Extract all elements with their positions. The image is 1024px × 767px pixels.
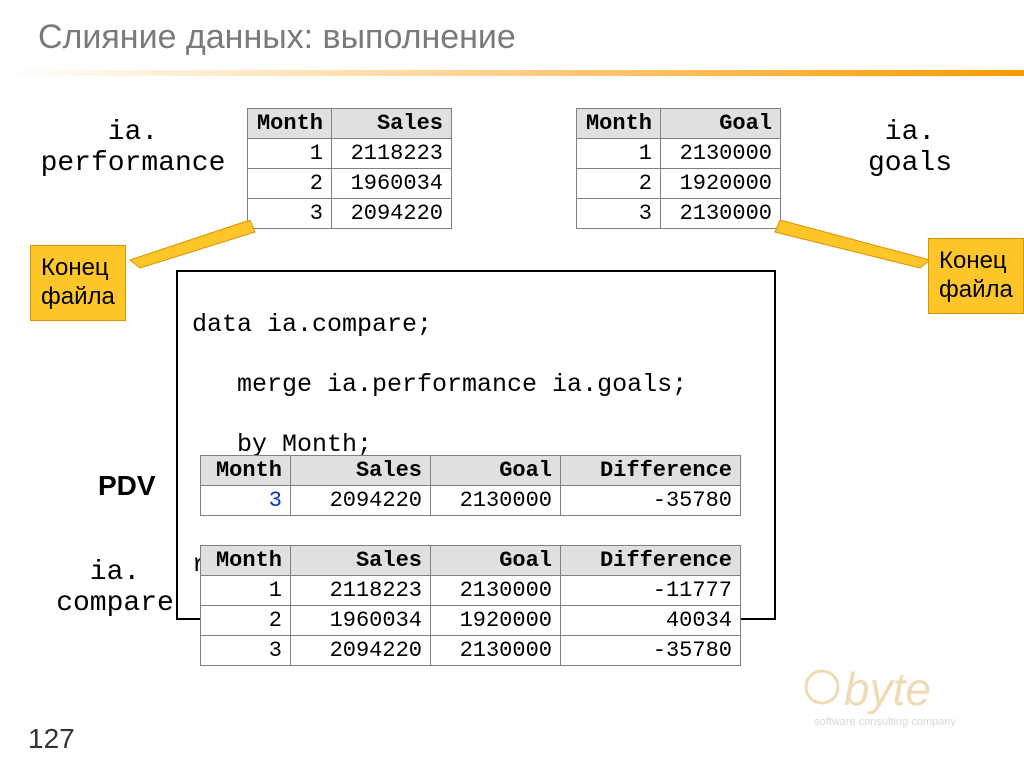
table-row: 121182232130000-11777 (201, 576, 741, 606)
table-row: 12118223 (248, 139, 452, 169)
col-goal: Goal (431, 456, 561, 486)
col-month: Month (201, 456, 291, 486)
col-sales: Sales (291, 546, 431, 576)
table-compare: Month Sales Goal Difference 121182232130… (200, 545, 741, 666)
col-difference: Difference (561, 546, 741, 576)
brand-watermark: byte software consulting company (804, 657, 1004, 737)
brand-tagline: software consulting company (814, 716, 956, 728)
table-row: 21920000 (577, 169, 781, 199)
table-row: 12130000 (577, 139, 781, 169)
decorative-gradient (0, 70, 1024, 76)
table-row: 320942202130000-35780 (201, 636, 741, 666)
col-goal: Goal (661, 109, 781, 139)
col-sales: Sales (291, 456, 431, 486)
table-row: 3 2094220 2130000 -35780 (201, 486, 741, 516)
col-sales: Sales (332, 109, 452, 139)
label-goals: ia.goals (850, 118, 970, 180)
table-row: Month Sales Goal Difference (201, 546, 741, 576)
col-goal: Goal (431, 546, 561, 576)
col-month: Month (577, 109, 661, 139)
page-title: Слияние данных: выполнение (38, 18, 516, 57)
table-row: Month Sales (248, 109, 452, 139)
code-line: merge ia.performance ia.goals; (192, 370, 760, 400)
callout-eof-right: Конецфайла (928, 238, 1024, 314)
col-month: Month (248, 109, 332, 139)
col-difference: Difference (561, 456, 741, 486)
callout-eof-left: Конецфайла (30, 245, 126, 321)
label-pdv: PDV (98, 470, 156, 502)
table-row: 32094220 (248, 199, 452, 229)
callout-arrow-left (120, 220, 270, 270)
table-row: 21960034 (248, 169, 452, 199)
table-goals: Month Goal 12130000 21920000 32130000 (576, 108, 781, 229)
table-pdv: Month Sales Goal Difference 3 2094220 21… (200, 455, 741, 516)
table-row: Month Goal (577, 109, 781, 139)
label-performance: ia.performance (28, 118, 238, 180)
brand-text: byte (844, 663, 931, 715)
table-performance: Month Sales 12118223 21960034 32094220 (247, 108, 452, 229)
table-row: 32130000 (577, 199, 781, 229)
callout-arrow-right (760, 220, 940, 270)
table-row: 21960034192000040034 (201, 606, 741, 636)
code-line: data ia.compare; (192, 310, 760, 340)
label-compare: ia.compare (45, 558, 185, 620)
table-row: Month Sales Goal Difference (201, 456, 741, 486)
page-number: 127 (28, 723, 75, 755)
col-month: Month (201, 546, 291, 576)
